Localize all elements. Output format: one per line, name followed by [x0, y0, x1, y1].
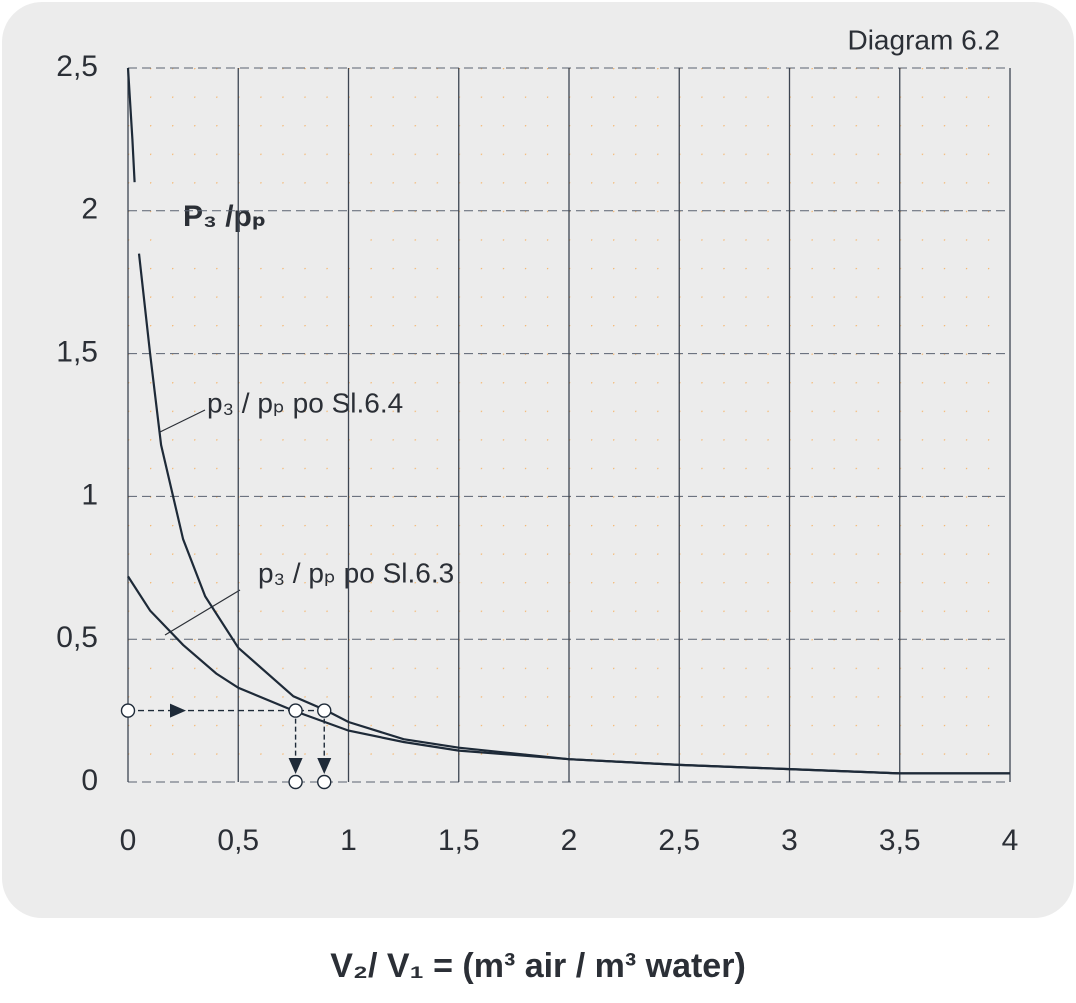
- y-tick-label: 2: [81, 193, 98, 226]
- x-tick-label: 3: [781, 824, 798, 857]
- y-tick-label: 1,5: [56, 336, 98, 369]
- y-tick-label: 0: [81, 764, 98, 797]
- diagram-label: Diagram 6.2: [847, 24, 1000, 55]
- title-bg: [168, 190, 353, 245]
- series-label: p₃ / pₚ po Sl.6.3: [258, 557, 454, 588]
- y-tick-label: 0,5: [56, 621, 98, 654]
- arrow-head: [170, 703, 186, 718]
- chart-title: P₃ /pₚ: [183, 200, 266, 233]
- y-tick-label: 1: [81, 478, 98, 511]
- guide-point: [120, 703, 136, 718]
- leader-line: [159, 409, 206, 433]
- line-series: [127, 575, 1010, 775]
- x-tick-label: 4: [1002, 824, 1019, 857]
- x-tick-label: 0: [120, 824, 137, 857]
- x-axis-label: V₂/ V₁ = (m³ air / m³ water): [330, 947, 746, 985]
- guide-point: [288, 703, 303, 718]
- y-tick-label: 2,5: [56, 50, 98, 83]
- leader-line: [164, 589, 241, 636]
- arrow-head: [288, 758, 303, 774]
- x-tick-label: 2,5: [658, 824, 700, 857]
- x-tick-label: 3,5: [879, 824, 921, 857]
- arrow-head: [317, 758, 332, 774]
- guide-point: [288, 774, 303, 790]
- guide-point: [317, 703, 332, 718]
- guide-point: [317, 774, 332, 790]
- x-tick-label: 1: [340, 824, 357, 857]
- x-tick-label: 1,5: [438, 824, 480, 857]
- x-tick-label: 2: [561, 824, 578, 857]
- series-label: p₃ / pₚ po Sl.6.4: [207, 387, 403, 418]
- x-tick-label: 0,5: [217, 824, 259, 857]
